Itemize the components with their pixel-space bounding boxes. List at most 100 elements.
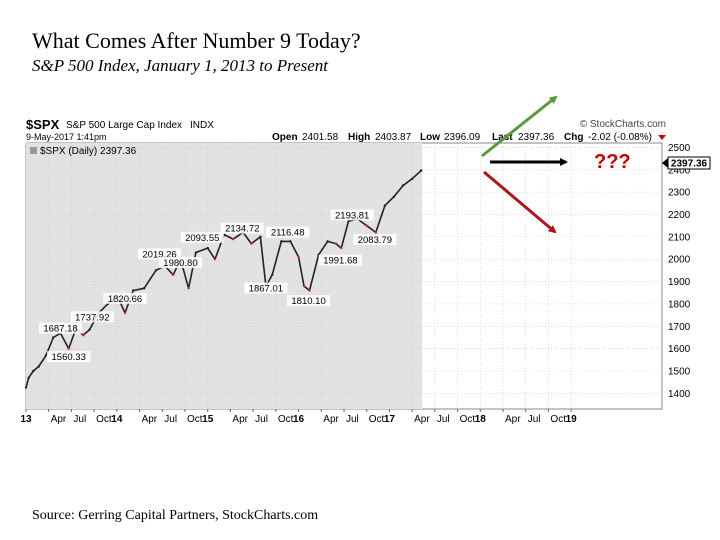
data-point	[334, 242, 338, 245]
annotation-box	[38, 322, 83, 334]
x-tick-label: Jul	[346, 414, 359, 425]
annotation-box	[266, 226, 310, 238]
data-point	[44, 354, 48, 357]
data-point	[401, 184, 405, 187]
annotation-box	[330, 209, 374, 221]
y-tick-label: 2100	[668, 232, 691, 243]
data-point	[392, 195, 396, 198]
chart-index-name: S&P 500 Large Cap Index	[66, 120, 182, 131]
legend-swatch	[30, 147, 37, 154]
price-tag-box	[667, 156, 711, 170]
annotation-box	[103, 292, 147, 304]
y-tick-label: 2000	[668, 255, 691, 266]
annotation-box	[137, 248, 182, 260]
x-tick-label: 17	[384, 414, 396, 425]
down-triangle-icon	[658, 135, 666, 140]
annotation-label: 2083.79	[358, 235, 392, 246]
data-point	[82, 334, 85, 337]
data-point	[365, 224, 368, 227]
data-point	[250, 242, 253, 245]
annotation-box	[70, 311, 114, 323]
up-scenario-arrow	[481, 95, 558, 158]
annotation-label: 1560.33	[52, 352, 86, 363]
annotation-box	[47, 351, 91, 363]
quote-summary: Open 2401.58 High 2403.87 Low 2396.09 La…	[272, 132, 666, 143]
high-label: High	[348, 132, 370, 143]
annotation-label: 1867.01	[249, 283, 283, 294]
watermark: © StockCharts.com	[580, 119, 666, 130]
x-tick-label: Oct	[550, 414, 566, 425]
annotations: 1687.18 1560.33 1737.92 1820.66 2019.261980.…	[38, 209, 397, 363]
x-tick-label: Jul	[164, 414, 177, 425]
x-tick-label: Jul	[73, 414, 86, 425]
x-tick-label: Apr	[505, 414, 521, 425]
chg-label: Chg	[564, 132, 583, 143]
annotation-box	[220, 222, 264, 234]
low-label: Low	[420, 132, 440, 143]
annotation-box	[318, 254, 362, 266]
y-tick-label: 2500	[668, 143, 691, 154]
data-point	[374, 231, 377, 234]
slide-title: What Comes After Number 9 Today?	[32, 28, 361, 53]
source-note: Source: Gerring Capital Partners, StockC…	[32, 508, 319, 523]
data-point	[308, 289, 311, 292]
y-tick-label: 1900	[668, 277, 691, 288]
y-tick-label: 1400	[668, 389, 691, 400]
annotation-label: 1687.18	[43, 324, 77, 335]
y-tick-label: 1800	[668, 299, 691, 310]
annotation-label: 2093.55	[185, 233, 219, 244]
data-point	[187, 287, 190, 290]
history-shade	[26, 143, 423, 409]
data-point	[347, 220, 350, 223]
annotation-label: 1820.66	[108, 294, 142, 305]
chart-symbol: $SPX	[26, 117, 60, 132]
data-point	[271, 273, 274, 277]
data-point	[171, 273, 175, 277]
y-tick-label: 2400	[668, 165, 691, 176]
data-point	[194, 251, 198, 254]
low-value: 2396.09	[444, 132, 481, 143]
chart-date: 9-May-2017 1:41pm	[26, 132, 107, 142]
annotation-label: 2116.48	[271, 228, 305, 239]
data-point	[259, 235, 262, 239]
x-tick-label: 16	[293, 414, 305, 425]
data-point	[340, 246, 343, 250]
annotation-label: 1737.92	[75, 312, 109, 323]
y-tick-label: 1500	[668, 367, 691, 378]
data-point	[297, 255, 300, 259]
x-tick-label: 18	[475, 414, 487, 425]
data-point	[27, 376, 30, 379]
x-tick-label: 14	[111, 414, 123, 425]
data-point	[213, 258, 217, 261]
data-point	[24, 386, 28, 389]
data-point	[32, 369, 35, 373]
open-label: Open	[272, 132, 298, 143]
y-tick-label: 1600	[668, 344, 691, 355]
x-tick-label: Oct	[460, 414, 476, 425]
annotation-box	[158, 257, 203, 269]
x-tick-label: Apr	[232, 414, 248, 425]
data-point	[280, 240, 283, 243]
down-scenario-arrow	[483, 170, 557, 234]
x-tick-label: Oct	[187, 414, 203, 425]
x-tick-label: Oct	[369, 414, 385, 425]
price-tag-value: 2397.36	[671, 159, 708, 170]
last-label: Last	[492, 132, 513, 143]
data-point	[154, 269, 158, 272]
slide-subtitle: S&P 500 Index, January 1, 2013 to Presen…	[32, 56, 329, 75]
data-point	[206, 246, 209, 250]
x-tick-label: 15	[202, 414, 214, 425]
x-tick-label: Apr	[414, 414, 430, 425]
question-marks: ???	[594, 151, 631, 173]
data-point	[142, 287, 146, 290]
legend-label: $SPX (Daily) 2397.36	[40, 146, 137, 157]
open-value: 2401.58	[302, 132, 339, 143]
y-axis: 1400 1500 1600 1700 1800 1900 2000 2100 2200 2300…	[668, 143, 691, 400]
annotation-label: 2193.81	[335, 210, 369, 221]
x-tick-label: Jul	[255, 414, 268, 425]
data-point	[326, 240, 329, 243]
data-point	[383, 204, 387, 207]
annotation-label: 2134.72	[225, 224, 259, 235]
data-point	[132, 289, 135, 292]
